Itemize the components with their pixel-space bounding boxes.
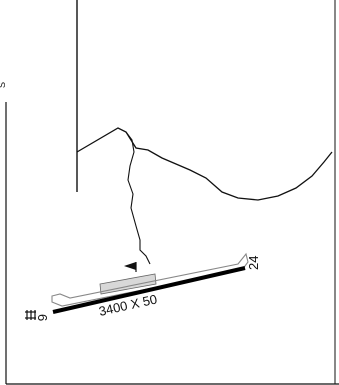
approach-lights-icon — [25, 310, 36, 320]
map-edge-label: S — [0, 82, 7, 88]
runway — [52, 266, 246, 314]
runway-end-6: 6 — [35, 314, 50, 321]
creek — [125, 131, 151, 265]
page-frame — [5, 0, 339, 385]
runway-end-24: 24 — [246, 256, 261, 270]
shoreline — [76, 127, 333, 201]
windsock-icon — [124, 262, 137, 272]
